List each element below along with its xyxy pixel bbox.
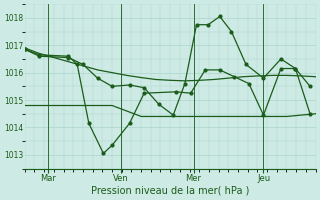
X-axis label: Pression niveau de la mer( hPa ): Pression niveau de la mer( hPa ) [91,186,250,196]
